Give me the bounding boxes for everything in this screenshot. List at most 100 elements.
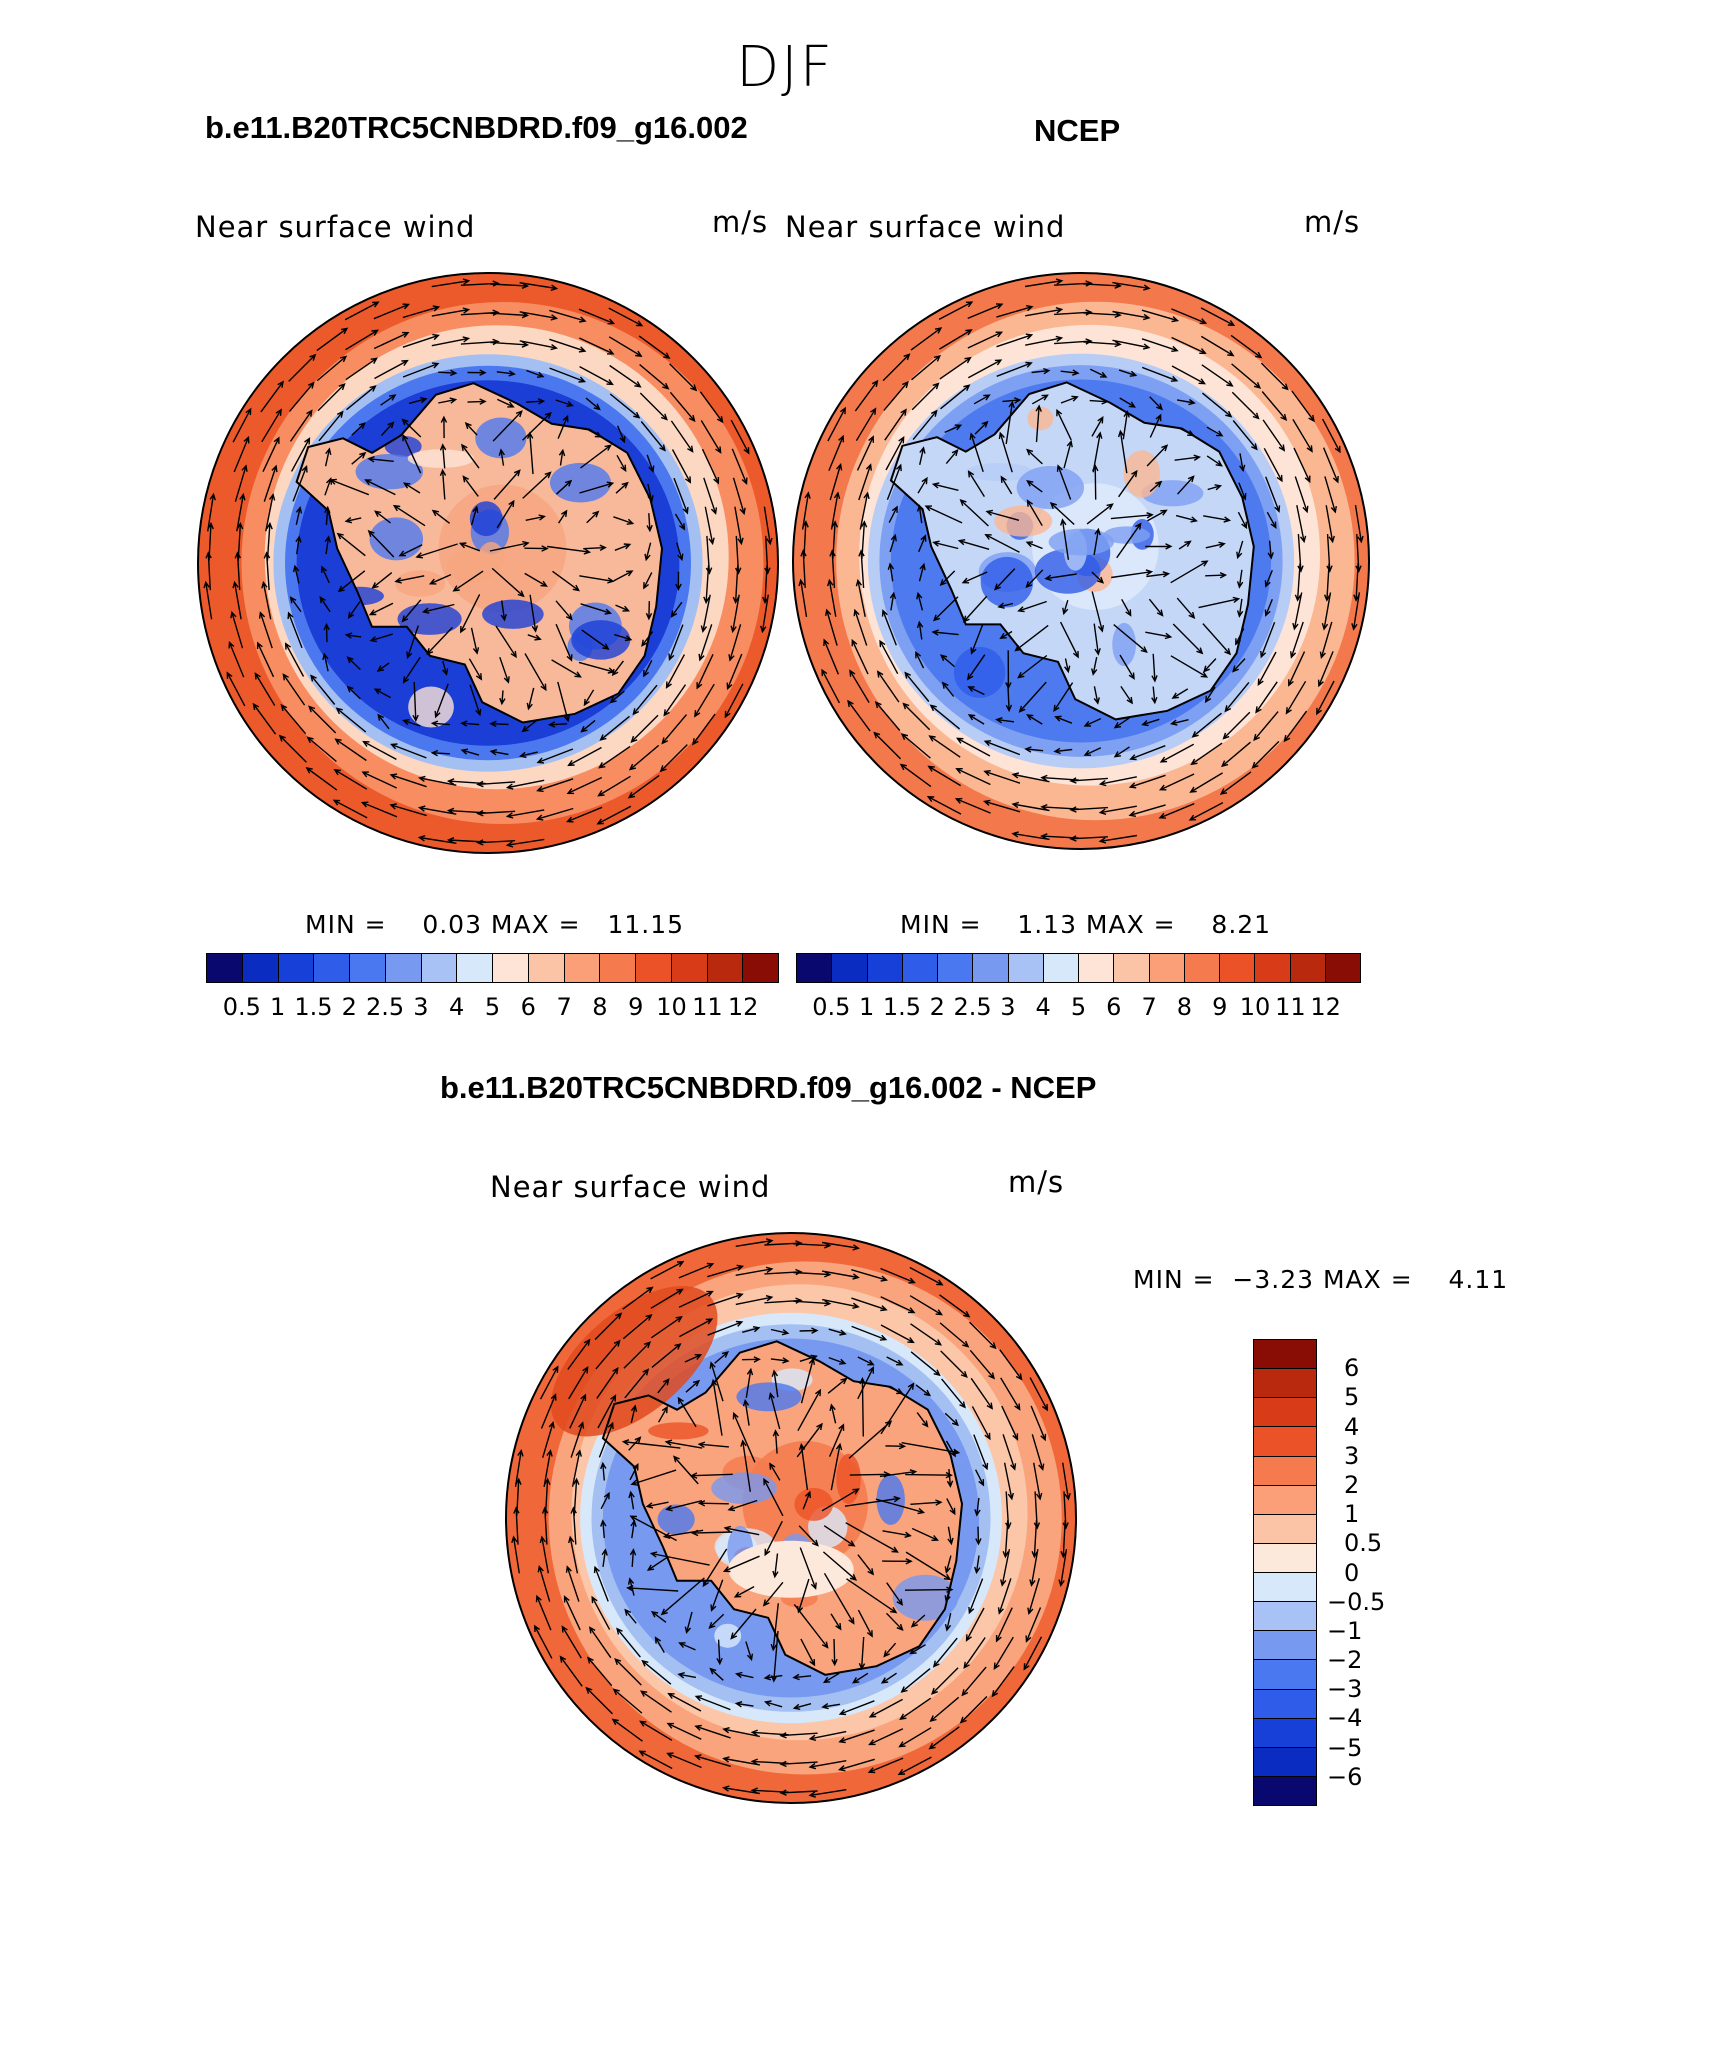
colorbar-tick-label: 9 (1212, 993, 1228, 1021)
colorbar-swatch (457, 954, 493, 982)
colorbar-swatch (1254, 1369, 1316, 1399)
colorbar-swatch (1149, 954, 1185, 982)
panel-2-colorbar (796, 953, 1361, 983)
colorbar-swatch (1254, 1485, 1316, 1515)
colorbar-tick-label: 1.5 (294, 993, 333, 1021)
colorbar-tick-label: 0 (1344, 1558, 1360, 1587)
colorbar-tick-label: 6 (1344, 1354, 1360, 1383)
colorbar-swatch (1254, 1776, 1316, 1805)
colorbar-tick-label: 3 (1000, 993, 1016, 1021)
panel-1-polar-map (197, 272, 779, 854)
colorbar-tick-label: −6 (1327, 1762, 1363, 1791)
colorbar-swatch (1254, 1514, 1316, 1544)
colorbar-swatch (242, 954, 279, 982)
colorbar-swatch (902, 954, 938, 982)
colorbar-tick-label: 0.5 (812, 993, 851, 1021)
colorbar-swatch (1325, 954, 1360, 982)
colorbar-tick-label: 3 (1344, 1441, 1360, 1470)
colorbar-tick-label: 10 (1239, 993, 1271, 1021)
colorbar-swatch (207, 954, 243, 982)
colorbar-tick-label: 10 (656, 993, 687, 1021)
panel-2-units-label: m/s (1304, 205, 1361, 239)
colorbar-tick-label: 2.5 (953, 993, 992, 1021)
colorbar-swatch (1079, 954, 1115, 982)
colorbar-swatch (1254, 1747, 1316, 1777)
panel-3-case-title: b.e11.B20TRC5CNBDRD.f09_g16.002 - NCEP (440, 1070, 1097, 1105)
colorbar-tick-label: −1 (1327, 1616, 1363, 1645)
colorbar-swatch (278, 954, 315, 982)
colorbar-tick-label: 4 (1344, 1412, 1360, 1441)
colorbar-swatch (1220, 954, 1256, 982)
colorbar-tick-label: −3 (1327, 1675, 1363, 1704)
colorbar-tick-label: 2.5 (365, 993, 405, 1021)
colorbar-tick-label: 1 (858, 993, 875, 1021)
colorbar-tick-label: −0.5 (1327, 1587, 1386, 1616)
colorbar-tick-label: 2 (929, 993, 945, 1021)
colorbar-swatch (973, 954, 1009, 982)
panel-3-colorbar-ticks: 6 5 4 3 2 1 0.5 0 −0.5 −1 −2 −3 −4 −5 −6 (1327, 1339, 1407, 1806)
colorbar-swatch (1043, 954, 1079, 982)
colorbar-swatch (1290, 954, 1326, 982)
colorbar-swatch (1254, 1602, 1316, 1632)
colorbar-swatch (421, 954, 458, 982)
colorbar-tick-label: 5 (1344, 1383, 1360, 1412)
colorbar-tick-label: 7 (1141, 993, 1157, 1021)
colorbar-swatch (1184, 954, 1220, 982)
panel-1-min-max: MIN = 0.03 MAX = 11.15 (305, 910, 685, 939)
colorbar-swatch (1114, 954, 1150, 982)
colorbar-swatch (1254, 1456, 1316, 1486)
colorbar-swatch (867, 954, 903, 982)
colorbar-tick-label: 9 (628, 993, 644, 1021)
colorbar-swatch (1254, 1718, 1316, 1748)
panel-1-colorbar (206, 953, 779, 983)
colorbar-tick-label: 7 (556, 993, 572, 1021)
colorbar-swatch (314, 954, 350, 982)
colorbar-swatch (350, 954, 386, 982)
panel-2-colorbar-ticks: 0.5 1 1.5 2 2.5 3 4 5 6 7 8 9 10 11 12 (796, 993, 1361, 1023)
colorbar-swatch (938, 954, 974, 982)
colorbar-swatch (636, 954, 672, 982)
panel-2-polar-map (792, 272, 1370, 850)
panel-1-colorbar-ticks: 0.5 1 1.5 2 2.5 3 4 5 6 7 8 9 10 11 12 (206, 993, 779, 1023)
colorbar-tick-label: −5 (1327, 1733, 1363, 1762)
colorbar-tick-label: 8 (1176, 993, 1193, 1021)
colorbar-swatch (797, 954, 833, 982)
colorbar-swatch (671, 954, 708, 982)
colorbar-swatch (493, 954, 529, 982)
colorbar-swatch (1255, 954, 1291, 982)
colorbar-swatch (1254, 1543, 1316, 1573)
colorbar-swatch (1254, 1573, 1316, 1603)
colorbar-tick-label: 11 (692, 993, 723, 1021)
colorbar-tick-label: 1 (1344, 1500, 1360, 1529)
colorbar-swatch (600, 954, 636, 982)
colorbar-swatch (743, 954, 778, 982)
colorbar-tick-label: 6 (520, 993, 536, 1021)
colorbar-tick-label: 0.5 (1344, 1529, 1383, 1558)
panel-1-units-label: m/s (712, 205, 769, 239)
colorbar-tick-label: 4 (449, 993, 465, 1021)
colorbar-swatch (1254, 1660, 1316, 1690)
colorbar-tick-label: 6 (1106, 993, 1122, 1021)
colorbar-tick-label: −4 (1327, 1704, 1363, 1733)
panel-2-variable-label: Near surface wind (785, 210, 1066, 244)
colorbar-tick-label: 12 (727, 993, 759, 1021)
colorbar-tick-label: 11 (1275, 993, 1306, 1021)
colorbar-swatch (1254, 1427, 1316, 1457)
panel-2-case-title: NCEP (1034, 113, 1121, 148)
colorbar-tick-label: 2 (1344, 1470, 1360, 1499)
colorbar-swatch (1254, 1398, 1316, 1428)
colorbar-swatch (564, 954, 601, 982)
panel-1-variable-label: Near surface wind (195, 210, 476, 244)
colorbar-tick-label: 12 (1310, 993, 1341, 1021)
colorbar-swatch (707, 954, 744, 982)
colorbar-swatch (528, 954, 565, 982)
colorbar-tick-label: −2 (1327, 1646, 1363, 1675)
colorbar-swatch (385, 954, 422, 982)
panel-1-case-title: b.e11.B20TRC5CNBDRD.f09_g16.002 (205, 110, 748, 145)
colorbar-tick-label: 3 (413, 993, 429, 1021)
colorbar-tick-label: 0.5 (222, 993, 261, 1021)
panel-3-colorbar (1253, 1339, 1317, 1806)
figure-title: DJF (736, 35, 834, 100)
colorbar-tick-label: 5 (484, 993, 501, 1021)
colorbar-tick-label: 4 (1035, 993, 1051, 1021)
